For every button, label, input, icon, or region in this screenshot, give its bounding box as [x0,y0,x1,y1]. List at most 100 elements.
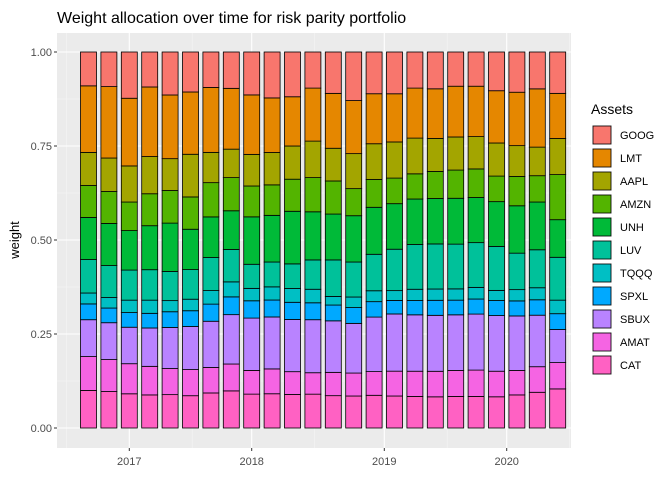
bar-goog-4 [141,51,159,88]
bar-tqqq-10 [263,286,281,301]
bar-aapl-5 [161,158,179,191]
bar-goog-12 [304,51,322,89]
bar-luv-13 [324,259,342,297]
bar-sbux-14 [345,322,363,374]
bar-unh-19 [447,197,465,245]
bar-luv-22 [508,252,526,291]
bar-amzn-1 [80,185,97,218]
legend-swatch-amzn [592,194,612,214]
bar-amzn-5 [161,190,179,224]
bar-amzn-9 [243,185,261,218]
bar-goog-3 [120,51,138,99]
bar-amat-3 [120,363,138,395]
bar-cat-16 [386,395,403,429]
bar-tqqq-5 [161,300,179,313]
y-tick-label: 0.50 [31,235,52,247]
bar-lmt-1 [80,85,97,153]
bar-luv-1 [80,259,97,294]
bar-amzn-15 [365,179,383,208]
bar-cat-10 [263,393,281,429]
bar-amat-5 [161,368,179,396]
bar-lmt-13 [324,92,342,149]
bar-amzn-2 [100,191,118,224]
chart-title: Weight allocation over time for risk par… [57,10,406,27]
bar-aapl-22 [508,145,526,177]
bar-amzn-6 [182,196,199,230]
bar-goog-8 [222,51,240,89]
bar-amat-4 [141,365,159,396]
legend-label-aapl: AAPL [620,176,648,188]
bar-sbux-11 [284,319,301,373]
bar-luv-12 [304,259,322,290]
bar-cat-17 [406,396,424,429]
y-axis-label: weight [7,221,22,260]
bar-spxl-18 [426,299,444,316]
y-tick-label: 0.75 [31,141,52,153]
bar-amzn-14 [345,188,363,217]
bar-aapl-19 [447,136,465,171]
bar-sbux-17 [406,314,424,372]
bar-amat-17 [406,370,424,397]
bar-cat-19 [447,396,465,429]
y-tick-label: 0.00 [31,423,52,435]
bar-amat-6 [182,369,199,397]
bar-luv-8 [222,249,240,283]
legend-swatch-unh [592,217,612,237]
bar-amat-15 [365,371,383,396]
bar-spxl-8 [222,296,240,316]
bar-amat-23 [528,366,546,393]
bar-amzn-11 [284,178,301,212]
bar-aapl-9 [243,153,261,187]
bar-luv-6 [182,269,199,300]
bar-aapl-3 [120,165,138,203]
bar-sbux-12 [304,319,322,374]
bar-aapl-2 [100,157,118,192]
y-axis: 0.00 0.25 0.50 0.75 1.00 [31,47,57,435]
bar-tqqq-21 [488,289,505,301]
bar-cat-12 [304,393,322,429]
bar-spxl-13 [324,304,342,322]
bar-tqqq-4 [141,299,159,314]
bar-sbux-19 [447,314,465,371]
bar-sbux-15 [365,316,383,372]
bar-tqqq-8 [222,281,240,298]
bar-lmt-15 [365,93,383,145]
bar-tqqq-19 [447,288,465,301]
legend-swatch-luv [592,240,612,260]
bar-spxl-9 [243,300,261,319]
bar-luv-10 [263,261,281,288]
legend-title: Assets [591,101,633,117]
bar-luv-21 [488,245,505,291]
bar-goog-10 [263,51,281,99]
bar-cat-14 [345,395,363,429]
bar-amat-22 [508,370,526,396]
bar-sbux-5 [161,327,179,369]
bar-cat-21 [488,396,505,429]
bar-lmt-12 [304,87,322,142]
bars [80,51,567,429]
legend-swatch-aapl [592,171,612,191]
bar-tqqq-22 [508,289,526,302]
bar-unh-6 [182,228,199,271]
legend-label-sbux: SBUX [620,314,651,326]
legend-swatch-cat [592,355,612,375]
bar-lmt-17 [406,87,424,139]
bar-goog-1 [80,51,97,87]
legend-swatch-sbux [592,309,612,329]
legend-swatch-goog [592,125,612,145]
bar-amat-8 [222,363,240,392]
bar-luv-20 [467,242,485,288]
bar-amzn-24 [549,174,567,221]
bar-aapl-4 [141,156,159,195]
bar-cat-5 [161,394,179,429]
bar-spxl-22 [508,300,526,317]
legend-label-spxl: SPXL [620,291,648,303]
bar-unh-20 [467,197,485,244]
bar-amat-19 [447,370,465,397]
bar-unh-16 [386,203,403,250]
bar-unh-5 [161,222,179,272]
bar-luv-16 [386,248,403,292]
bar-amzn-17 [406,173,424,200]
bar-tqqq-12 [304,288,322,304]
